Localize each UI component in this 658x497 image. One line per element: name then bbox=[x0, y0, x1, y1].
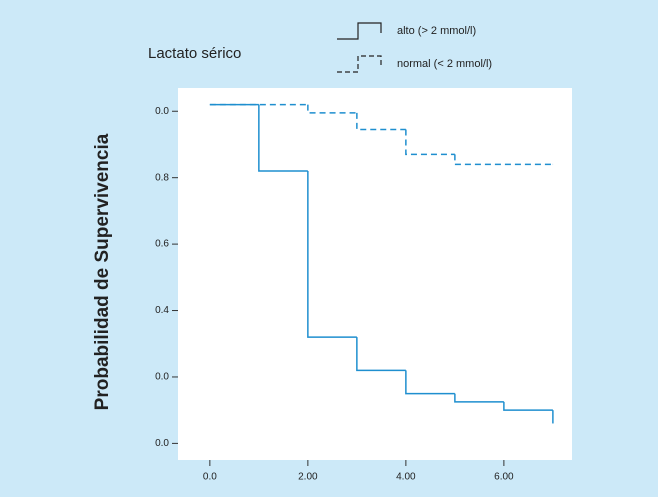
chart-title: Lactato sérico bbox=[148, 45, 241, 62]
x-tick-label: 4.00 bbox=[396, 472, 416, 483]
y-axis-label: Probabilidad de Supervivencia bbox=[92, 133, 113, 410]
survival-step bbox=[307, 104, 357, 114]
legend-glyph bbox=[337, 55, 382, 73]
survival-step bbox=[356, 112, 406, 131]
survival-step bbox=[503, 401, 553, 411]
x-tick-label: 2.00 bbox=[298, 472, 318, 483]
survival-step bbox=[405, 370, 455, 395]
y-tick-label: 0.0 bbox=[155, 438, 169, 449]
y-tick-label: 0.0 bbox=[155, 106, 169, 117]
legend-label: normal (< 2 mmol/l) bbox=[397, 58, 492, 70]
survival-step bbox=[454, 393, 504, 403]
survival-step bbox=[454, 154, 553, 166]
survival-step bbox=[307, 171, 357, 338]
legend-glyph bbox=[337, 22, 382, 40]
y-tick-label: 0.8 bbox=[155, 172, 169, 183]
survival-step bbox=[405, 129, 455, 156]
y-tick-label: 0.0 bbox=[155, 372, 169, 383]
survival-step bbox=[258, 104, 308, 172]
y-tick-label: 0.6 bbox=[155, 239, 169, 250]
survival-step bbox=[356, 337, 406, 372]
legend-label: alto (> 2 mmol/l) bbox=[397, 25, 476, 37]
plot-area bbox=[178, 88, 572, 460]
y-tick-label: 0.4 bbox=[155, 305, 169, 316]
x-tick-label: 6.00 bbox=[494, 472, 514, 483]
x-tick-label: 0.0 bbox=[203, 472, 217, 483]
